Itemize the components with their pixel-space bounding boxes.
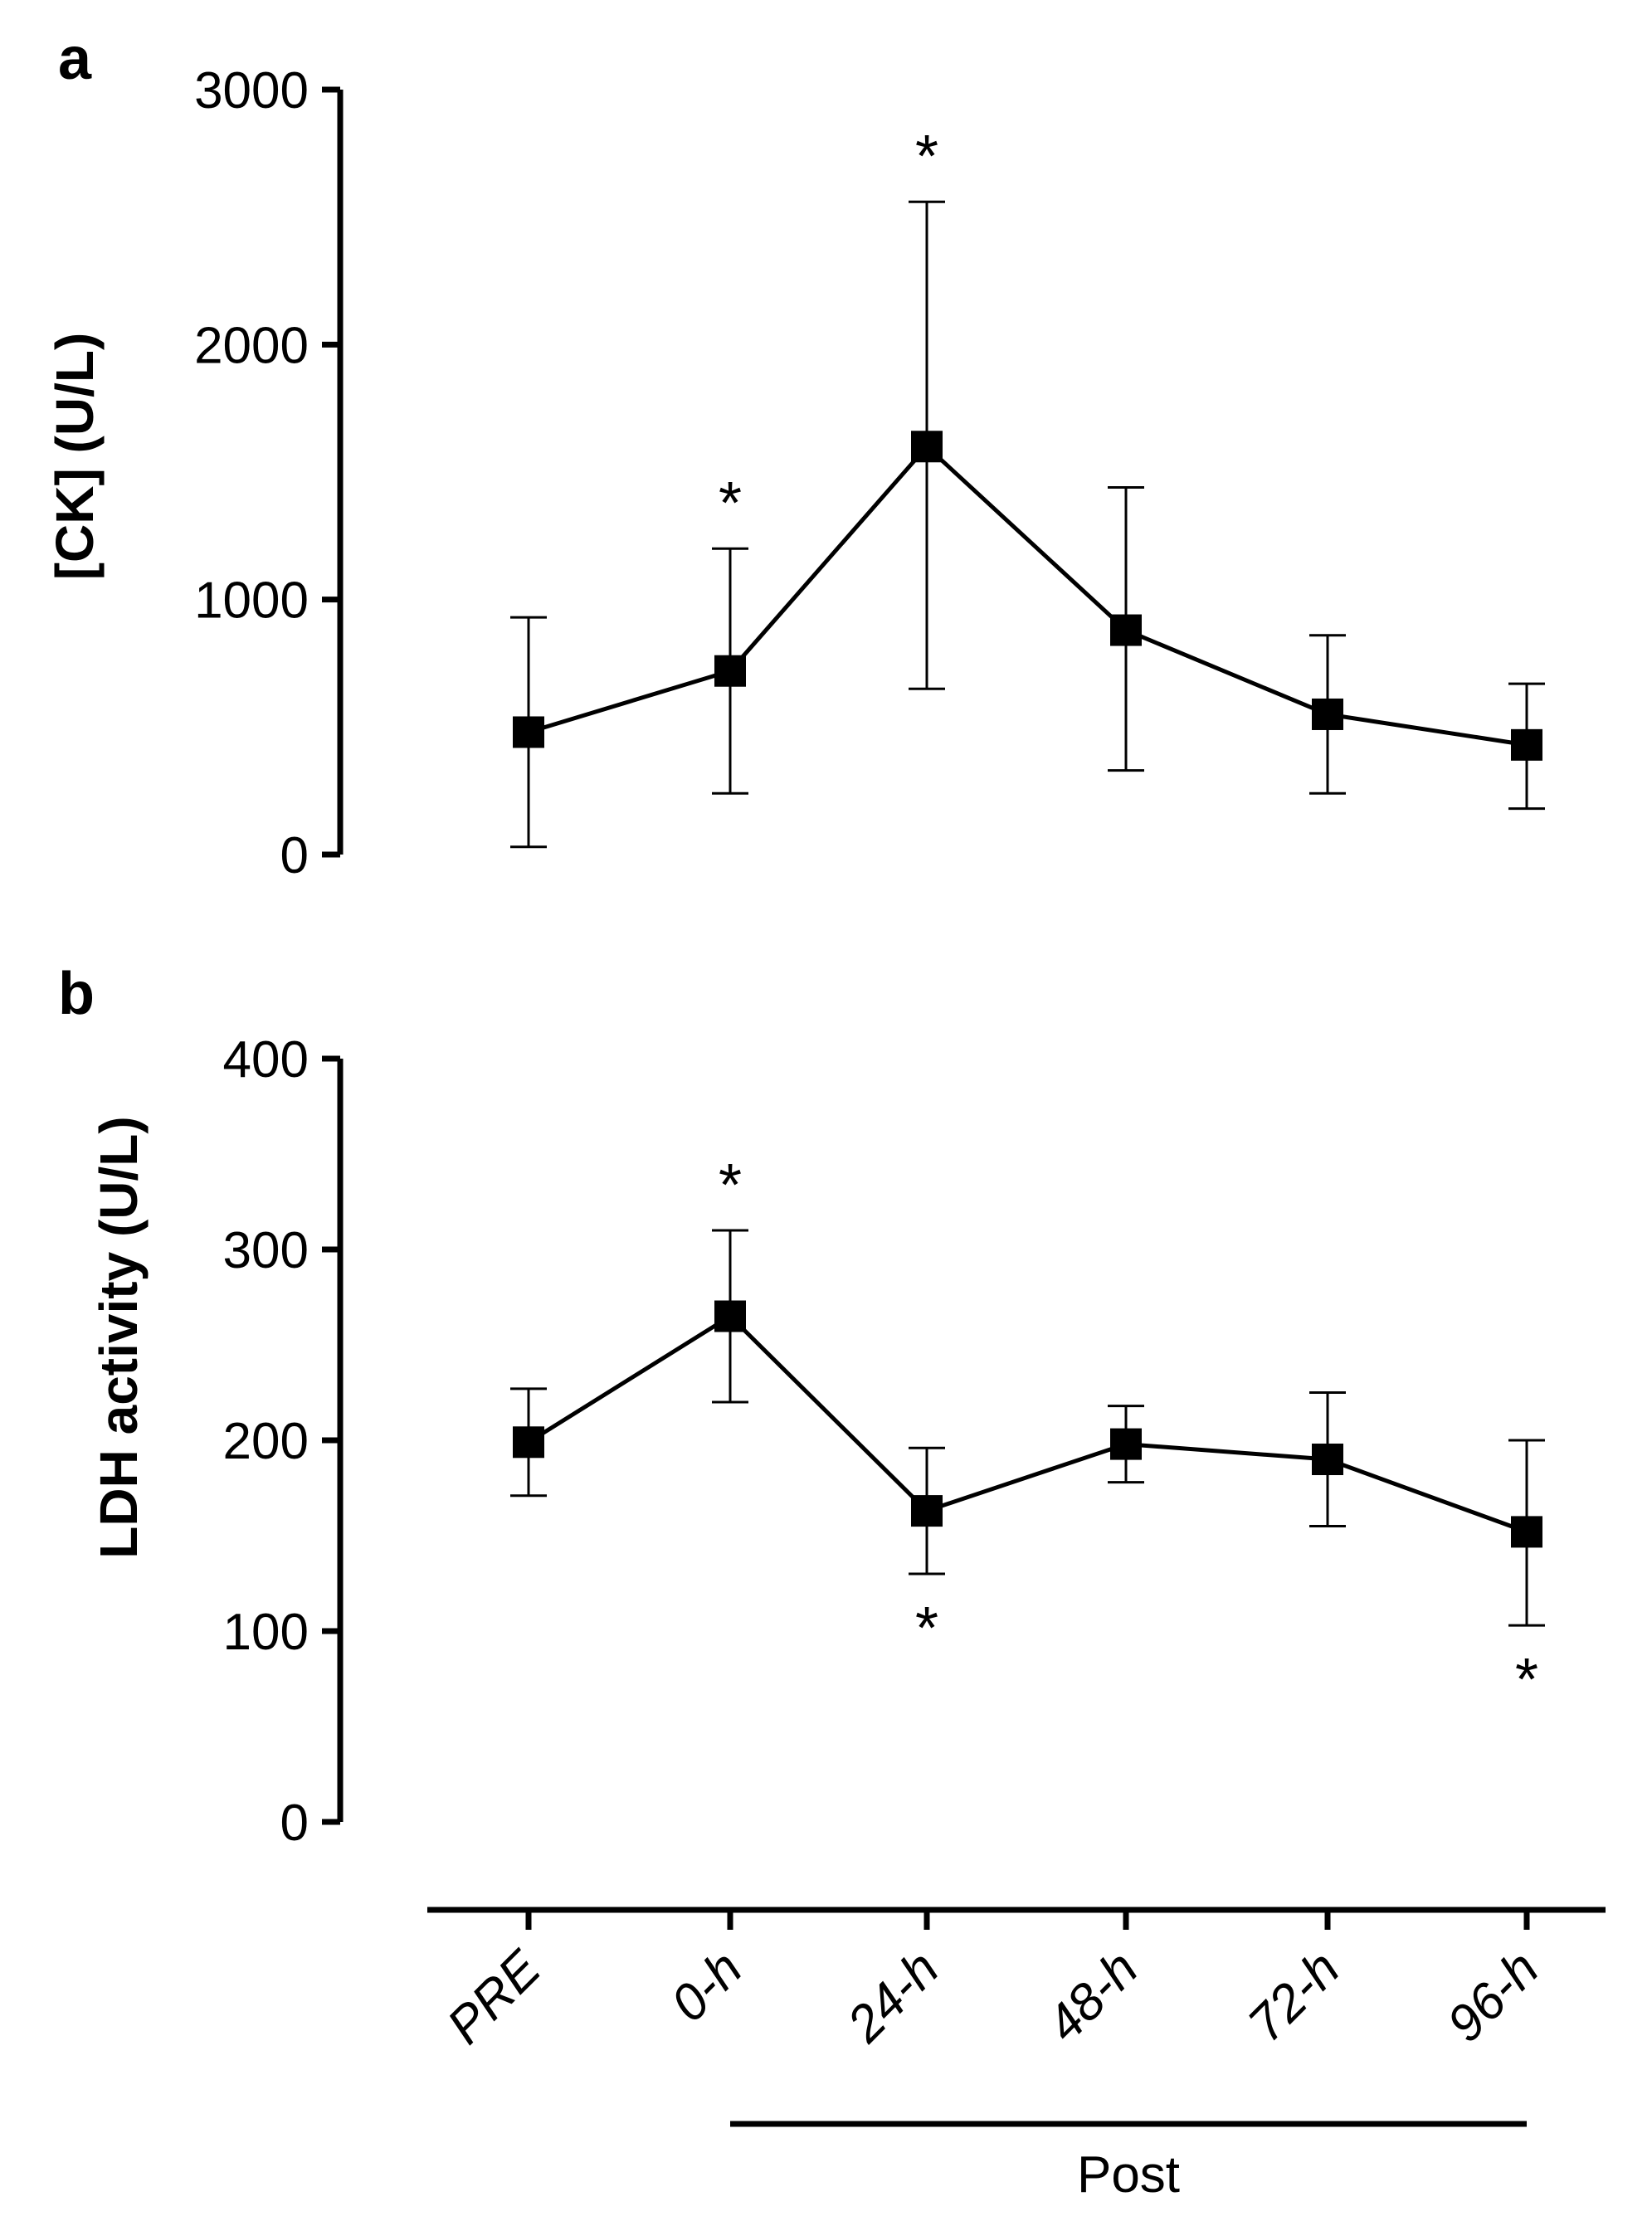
data-point-b (911, 1495, 943, 1527)
significance-mark-a: * (915, 124, 938, 190)
data-point-a (513, 716, 544, 748)
series-line-b (527, 1313, 1528, 1534)
y-axis-title-a: [CK] (U/L) (45, 333, 105, 581)
x-tick-label: 24-h (836, 1940, 950, 2053)
x-axis: PRE 0-h 24-h 48-h 72-h 96-h (427, 1907, 1606, 2127)
plot-area-b: * * * (510, 1152, 1545, 1713)
panel-label-b: b (58, 961, 95, 1027)
significance-mark-a: * (719, 470, 742, 537)
data-point-a (1312, 698, 1343, 730)
significance-mark-b: * (915, 1595, 938, 1662)
y-axis-b: 0 100 200 300 400 (223, 1031, 344, 1852)
data-point-b (1312, 1444, 1343, 1475)
panel-label-a: a (58, 26, 92, 92)
x-tick-label: 72-h (1237, 1940, 1351, 2053)
significance-mark-b: * (719, 1152, 742, 1219)
plot-area-a: ** (510, 124, 1545, 849)
y-tick-label-a: 1000 (194, 572, 309, 630)
y-tick-label-b: 100 (223, 1604, 309, 1661)
post-group-label: Post (1077, 2146, 1180, 2204)
y-tick-label-b: 400 (223, 1031, 309, 1089)
data-point-b (1511, 1516, 1542, 1548)
y-tick-label-b: 200 (223, 1413, 309, 1470)
data-point-b (714, 1300, 746, 1332)
series-line-a (528, 443, 1528, 748)
data-point-a (714, 655, 746, 687)
y-tick-label-b: 0 (280, 1795, 309, 1852)
y-tick-label-a: 0 (280, 827, 309, 884)
data-point-a (1511, 728, 1542, 761)
data-point-b (513, 1426, 544, 1459)
significance-mark-b: * (1515, 1647, 1538, 1713)
x-tick-label: 96-h (1436, 1940, 1550, 2053)
y-axis-title-b: LDH activity (U/L) (89, 1116, 149, 1558)
data-point-a (1110, 614, 1142, 646)
y-tick-label-a: 2000 (194, 317, 309, 374)
y-axis-a: 0 1000 2000 3000 (194, 62, 344, 884)
y-tick-label-b: 300 (223, 1222, 309, 1279)
y-tick-label-a: 3000 (194, 62, 309, 119)
x-tick-label: 48-h (1036, 1940, 1149, 2053)
x-tick-label: PRE (436, 1940, 552, 2055)
data-point-b (1110, 1428, 1142, 1460)
panel-b: b 0 100 200 300 400 LDH activity (U/L) * * * (58, 961, 1545, 1852)
x-tick-label: 0-h (660, 1940, 753, 2033)
data-point-a (911, 431, 943, 463)
